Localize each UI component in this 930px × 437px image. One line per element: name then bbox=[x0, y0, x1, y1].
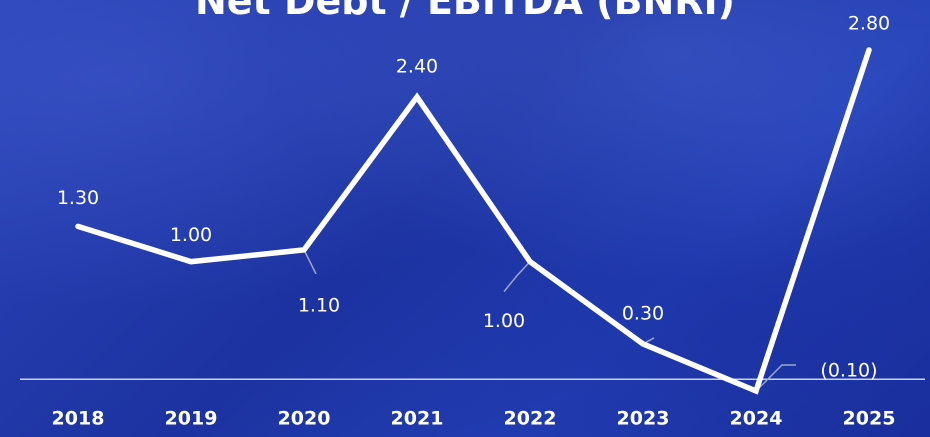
data-label-2023: 0.30 bbox=[622, 302, 664, 324]
data-label-2020: 1.10 bbox=[298, 294, 340, 316]
data-point-2023 bbox=[640, 341, 646, 347]
data-label-2019: 1.00 bbox=[170, 224, 212, 246]
leader-line-2022 bbox=[503, 261, 531, 293]
x-tick-label-2020: 2020 bbox=[278, 408, 331, 430]
x-tick-label-2018: 2018 bbox=[52, 408, 105, 430]
data-label-2025: 2.80 bbox=[848, 13, 890, 35]
data-label-2022: 1.00 bbox=[483, 310, 525, 332]
data-point-2025 bbox=[866, 47, 872, 53]
data-point-2022 bbox=[527, 259, 533, 265]
data-label-2024: (0.10) bbox=[820, 360, 877, 382]
data-point-2021 bbox=[414, 94, 420, 100]
chart-title: Net Debt / EBITDA (BNRI) bbox=[195, 0, 735, 23]
data-point-2018 bbox=[75, 223, 81, 229]
data-label-2018: 1.30 bbox=[57, 187, 99, 209]
x-tick-label-2022: 2022 bbox=[504, 408, 557, 430]
x-tick-label-2021: 2021 bbox=[391, 408, 444, 430]
data-point-2020 bbox=[301, 247, 307, 253]
leader-line-2024 bbox=[755, 364, 796, 392]
series-line bbox=[75, 47, 872, 395]
x-tick-label-2023: 2023 bbox=[617, 408, 670, 430]
x-tick-label-2019: 2019 bbox=[165, 408, 218, 430]
data-point-2024 bbox=[753, 388, 759, 394]
leader-line-2020 bbox=[303, 249, 317, 275]
x-tick-label-2025: 2025 bbox=[843, 408, 896, 430]
x-tick-label-2024: 2024 bbox=[730, 408, 783, 430]
data-label-2021: 2.40 bbox=[396, 56, 438, 78]
data-point-2019 bbox=[188, 259, 194, 265]
